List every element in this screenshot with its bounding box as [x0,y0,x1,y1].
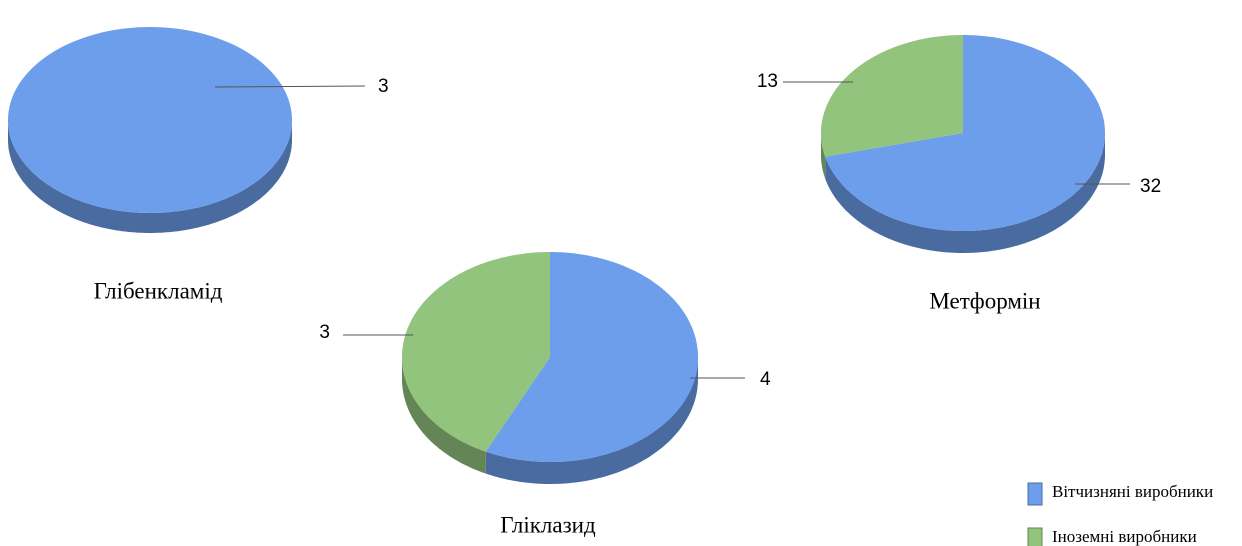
chart-title: Гліклазид [500,512,596,537]
legend-swatch [1027,482,1043,506]
data-label: 3 [319,322,330,343]
pie-slice [485,252,698,462]
legend-swatch [1027,527,1043,546]
data-label: 3 [378,76,389,97]
legend-label: Іноземні виробники [1052,527,1197,546]
data-label: 13 [757,71,778,92]
chart-title: Метформін [929,288,1040,313]
pie-side [485,357,698,484]
pie-side [825,133,1105,253]
pie-side [8,120,292,233]
legend-label: Вітчизняні виробники [1052,482,1213,501]
leader-line [214,85,366,88]
data-label: 32 [1140,176,1161,197]
pie-side [821,133,826,179]
pie-slice [825,35,1105,231]
data-label: 4 [760,369,771,390]
chart-title: Глібенкламід [94,278,223,303]
pie-slice [8,27,292,213]
pie-side [402,357,486,474]
pie-slice [402,252,550,452]
pie-slice [821,35,963,157]
